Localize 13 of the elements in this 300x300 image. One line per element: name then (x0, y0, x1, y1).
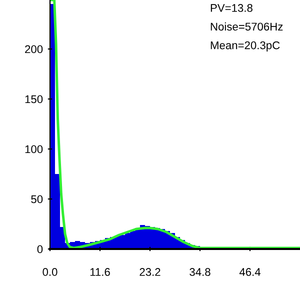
y-tick-label: 50 (31, 195, 43, 204)
annotation: PV=13.8 (210, 4, 252, 12)
y-tick-label: 0 (37, 245, 43, 254)
x-tick-label: 23.2 (140, 268, 160, 276)
x-tick-label: 34.8 (190, 268, 210, 276)
y-tick-label: 150 (25, 95, 43, 104)
x-tick-label: 46.4 (239, 268, 260, 276)
y-tick-label: 100 (25, 145, 43, 154)
x-tick-label: 11.6 (90, 268, 110, 276)
x-tick-label: 0.0 (42, 268, 58, 276)
annotation: Noise=5706Hz (210, 22, 283, 31)
annotation: Mean=20.3pC (210, 41, 280, 52)
y-tick-label: 200 (25, 45, 43, 54)
